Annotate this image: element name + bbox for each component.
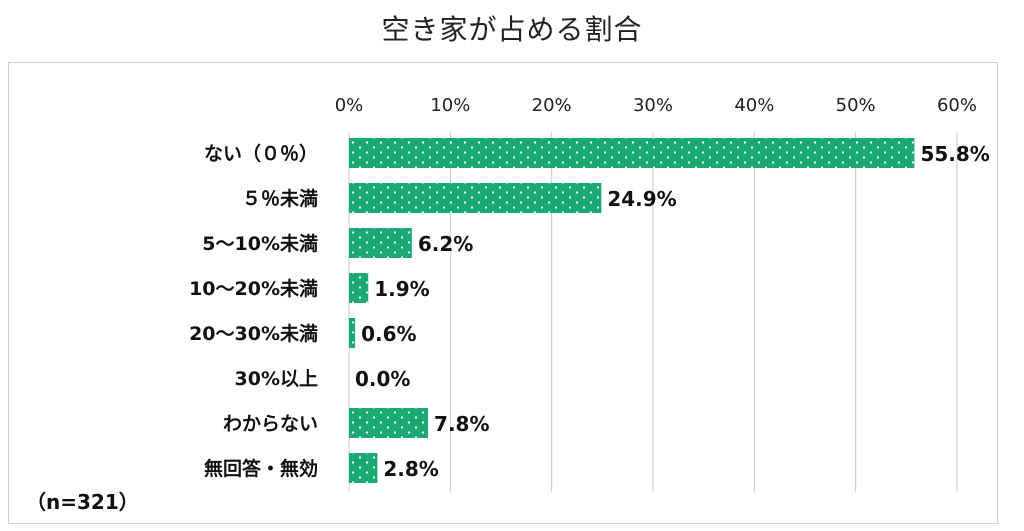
x-tick-label: 40% (734, 95, 774, 116)
bar (349, 228, 412, 258)
x-tick-label: 10% (430, 95, 470, 116)
x-tick-label: 60% (937, 95, 977, 116)
bar (349, 453, 378, 483)
sample-size-note: （n=321） (26, 490, 139, 514)
chart-title: 空き家が占める割合 (381, 13, 643, 46)
category-label: 10～20%未満 (189, 277, 318, 300)
data-label: 24.9% (607, 187, 676, 211)
x-tick-label: 0% (335, 95, 364, 116)
category-label: 20～30%未満 (189, 322, 318, 345)
category-label: ５％未満 (242, 187, 318, 210)
bar (349, 183, 602, 213)
category-label: 無回答・無効 (204, 457, 318, 480)
chart-frame (8, 62, 998, 524)
data-label: 7.8% (434, 412, 489, 436)
data-label: 0.0% (355, 367, 410, 391)
bar (349, 138, 915, 168)
data-label: 55.8% (920, 142, 989, 166)
x-tick-label: 20% (532, 95, 572, 116)
x-tick-label: 50% (836, 95, 876, 116)
data-label: 6.2% (418, 232, 473, 256)
data-label: 0.6% (361, 322, 416, 346)
category-label: 30%以上 (235, 368, 318, 390)
category-label: 5～10%未満 (202, 232, 318, 255)
category-label: わからない (223, 413, 318, 435)
x-tick-label: 30% (633, 95, 673, 116)
bar (349, 408, 429, 438)
data-label: 1.9% (374, 277, 429, 301)
bar (349, 273, 369, 303)
data-label: 2.8% (383, 457, 438, 481)
category-label: ない（０％） (204, 142, 318, 165)
bar (349, 318, 356, 348)
